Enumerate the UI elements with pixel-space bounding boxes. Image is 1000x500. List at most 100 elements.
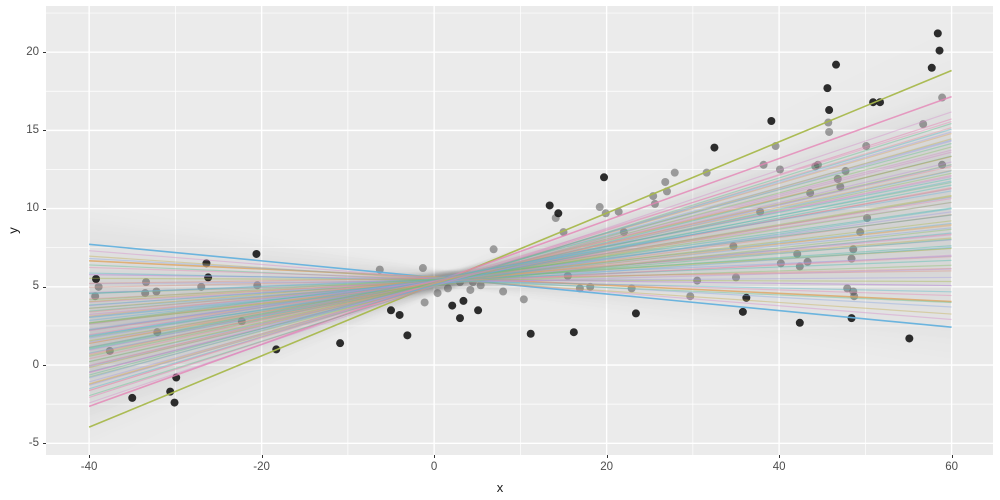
- regression-line: [88, 126, 952, 391]
- scatter-point: [856, 228, 865, 237]
- scatter-point: [141, 289, 150, 298]
- scatter-point: [933, 29, 942, 38]
- x-tick-mark: [89, 455, 91, 458]
- scatter-point: [128, 393, 137, 402]
- scatter-point: [443, 284, 452, 293]
- regression-line: [88, 122, 952, 397]
- scatter-point: [448, 301, 457, 310]
- scatter-point: [153, 328, 162, 337]
- regression-line: [89, 187, 952, 345]
- x-tick-mark: [606, 455, 608, 458]
- regression-line: [89, 197, 952, 336]
- scatter-point: [91, 292, 100, 301]
- scatter-point: [825, 127, 834, 136]
- scatter-point: [420, 298, 429, 307]
- y-tick-mark: [43, 130, 46, 132]
- regression-line: [89, 214, 952, 325]
- regression-line: [88, 128, 952, 390]
- y-tick-label: -5: [28, 436, 39, 449]
- regression-line: [89, 222, 952, 322]
- scatter-point: [519, 295, 528, 304]
- scatter-point: [569, 328, 578, 337]
- scatter-point: [803, 257, 812, 266]
- regression-line: [89, 214, 952, 324]
- scatter-point: [729, 242, 738, 251]
- regression-line: [89, 243, 952, 328]
- regression-line: [89, 190, 952, 338]
- x-axis-title: x: [496, 480, 504, 495]
- x-tick-label: -20: [253, 461, 270, 473]
- regression-line: [88, 118, 952, 398]
- scatter-point: [237, 317, 246, 326]
- regression-line: [89, 201, 952, 338]
- regression-line: [88, 161, 952, 366]
- regression-line: [89, 180, 952, 354]
- regression-line: [89, 208, 952, 337]
- regression-line: [89, 256, 952, 300]
- regression-line: [89, 247, 952, 303]
- regression-line: [89, 237, 952, 310]
- regression-line: [89, 227, 952, 318]
- regression-line: [88, 172, 952, 357]
- regression-line: [89, 272, 952, 293]
- regression-line: [89, 195, 952, 345]
- y-tick-mark: [43, 52, 46, 54]
- scatter-point: [170, 398, 179, 407]
- regression-line: [89, 254, 952, 303]
- black-points-layer: [92, 29, 944, 407]
- scatter-point: [433, 289, 442, 298]
- y-axis-title: y: [5, 227, 21, 234]
- scatter-point: [563, 271, 572, 280]
- scatter-point: [595, 203, 604, 212]
- regression-line: [88, 155, 952, 369]
- scatter-point: [526, 329, 535, 338]
- scatter-point: [938, 160, 947, 169]
- regression-line: [88, 140, 952, 383]
- regression-line: [89, 232, 952, 319]
- regression-line: [89, 239, 952, 307]
- regression-line: [88, 164, 952, 368]
- scatter-point: [927, 63, 936, 72]
- regression-line: [88, 155, 952, 373]
- y-tick-label: 0: [32, 358, 39, 371]
- regression-line: [88, 121, 952, 392]
- regression-line: [88, 138, 952, 386]
- x-tick-label: -40: [80, 461, 98, 473]
- regression-line: [89, 234, 952, 316]
- regression-line: [89, 184, 952, 350]
- scatter-point: [575, 284, 584, 293]
- scatter-point: [554, 209, 563, 218]
- regression-line: [89, 260, 952, 303]
- scatter-point: [795, 262, 804, 271]
- regression-line: [89, 246, 952, 309]
- y-tick-label: 5: [32, 280, 39, 293]
- regression-line: [89, 196, 952, 339]
- y-tick-mark: [43, 208, 46, 210]
- regression-line: [89, 224, 952, 317]
- regression-line: [89, 201, 952, 332]
- x-tick-label: 0: [430, 461, 438, 473]
- scatter-point: [767, 116, 776, 125]
- scatter-point: [459, 296, 468, 305]
- regression-line: [89, 267, 952, 288]
- regression-line: [88, 95, 952, 408]
- scatter-point: [863, 213, 872, 222]
- scatter-point: [935, 46, 944, 55]
- regression-line: [89, 238, 952, 312]
- plot-panel: [46, 6, 993, 455]
- x-tick-label: 40: [772, 461, 786, 473]
- scatter-point: [661, 178, 670, 187]
- scatter-point: [795, 318, 804, 327]
- scatter-point: [825, 106, 834, 115]
- regression-line: [89, 268, 952, 294]
- x-tick-mark: [434, 455, 436, 458]
- regression-line: [88, 165, 952, 360]
- regression-line: [89, 277, 952, 283]
- regression-line: [88, 132, 952, 385]
- x-tick-label: 20: [600, 461, 614, 473]
- scatter-point: [775, 165, 784, 174]
- scatter-point: [403, 331, 412, 340]
- regression-line: [89, 264, 952, 304]
- y-tick-mark: [43, 365, 46, 367]
- regression-line: [89, 194, 952, 342]
